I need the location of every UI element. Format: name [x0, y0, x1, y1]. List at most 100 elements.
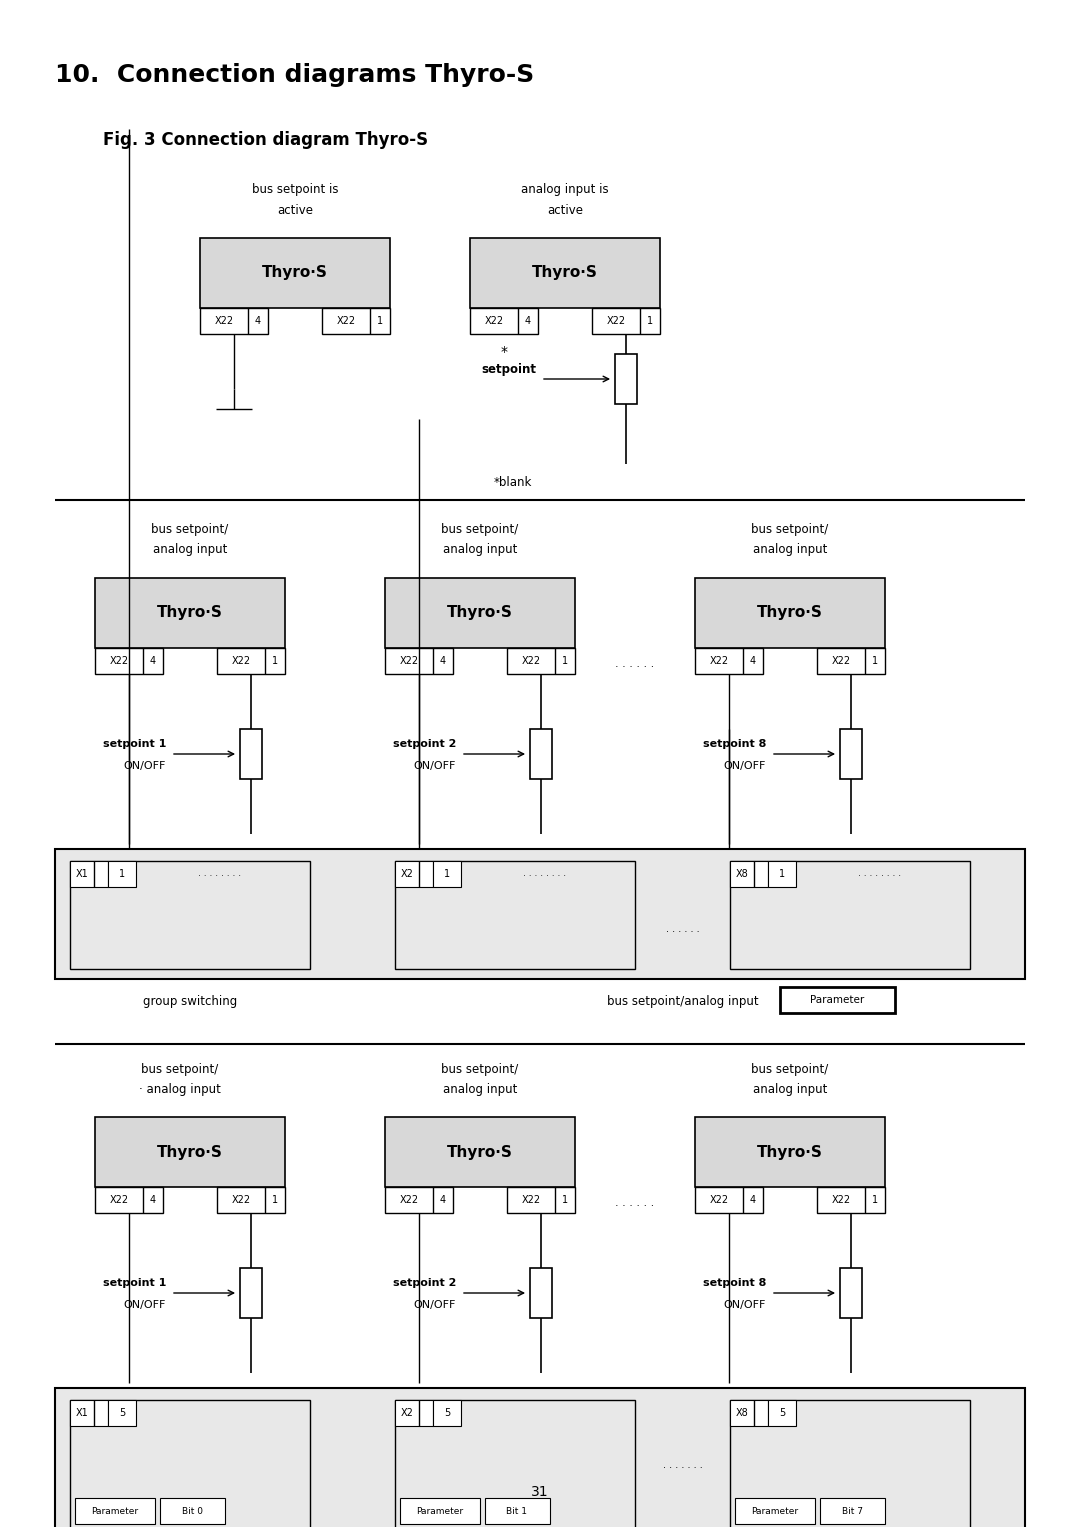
Text: 31: 31 — [531, 1484, 549, 1500]
Bar — [820, 1498, 885, 1524]
Text: Thyro·S: Thyro·S — [532, 266, 598, 281]
Text: X22: X22 — [522, 657, 541, 666]
Text: bus setpoint is: bus setpoint is — [252, 183, 338, 197]
Text: X22: X22 — [832, 657, 851, 666]
Text: 1: 1 — [272, 1196, 278, 1205]
Text: setpoint 8: setpoint 8 — [703, 1278, 766, 1287]
Text: bus setpoint/: bus setpoint/ — [141, 1063, 218, 1075]
Bar — [780, 986, 895, 1012]
Bar — [240, 1267, 262, 1318]
Text: 1: 1 — [562, 1196, 568, 1205]
Bar — [730, 861, 970, 970]
Text: X22: X22 — [337, 316, 355, 325]
Text: 4: 4 — [525, 316, 531, 325]
Bar — [95, 1186, 163, 1212]
Text: X22: X22 — [710, 657, 729, 666]
Bar — [75, 1498, 156, 1524]
Text: setpoint 8: setpoint 8 — [703, 739, 766, 750]
Text: bus setpoint/: bus setpoint/ — [752, 524, 828, 536]
Bar — [696, 1186, 762, 1212]
Text: setpoint: setpoint — [481, 362, 536, 376]
Text: . . . . . . . .: . . . . . . . . — [524, 869, 567, 878]
Text: Fig. 3 Connection diagram Thyro-S: Fig. 3 Connection diagram Thyro-S — [80, 131, 428, 150]
Text: X22: X22 — [710, 1196, 729, 1205]
Text: Bit 1: Bit 1 — [507, 1507, 527, 1515]
Bar — [384, 579, 575, 647]
Text: 4: 4 — [750, 657, 756, 666]
Bar — [485, 1498, 550, 1524]
Bar — [696, 1116, 885, 1186]
Text: *blank: *blank — [494, 475, 532, 489]
Text: · analog input: · analog input — [139, 1083, 221, 1095]
Text: 1: 1 — [562, 657, 568, 666]
Bar — [530, 1267, 552, 1318]
Text: X22: X22 — [607, 316, 625, 325]
Text: 4: 4 — [440, 1196, 446, 1205]
Bar — [217, 1186, 285, 1212]
Text: 1: 1 — [444, 869, 450, 880]
Text: setpoint 2: setpoint 2 — [393, 739, 456, 750]
Text: X22: X22 — [400, 1196, 419, 1205]
Bar — [55, 849, 1025, 979]
Text: X22: X22 — [832, 1196, 851, 1205]
Text: . . . . . .: . . . . . . — [616, 1199, 654, 1208]
Text: 1: 1 — [272, 657, 278, 666]
Bar — [735, 1498, 815, 1524]
Bar — [433, 1400, 461, 1426]
Bar — [395, 1400, 635, 1527]
Text: Thyro·S: Thyro·S — [262, 266, 328, 281]
Text: Bit 7: Bit 7 — [841, 1507, 863, 1515]
Text: X22: X22 — [109, 1196, 129, 1205]
Bar — [200, 238, 390, 308]
Text: 4: 4 — [750, 1196, 756, 1205]
Text: X2: X2 — [401, 1408, 414, 1419]
Text: Thyro·S: Thyro·S — [757, 606, 823, 620]
Bar — [384, 647, 453, 673]
Text: 5: 5 — [779, 1408, 785, 1419]
Text: X1: X1 — [76, 869, 89, 880]
Bar — [470, 238, 660, 308]
Text: 1: 1 — [377, 316, 383, 325]
Text: Parameter: Parameter — [92, 1507, 138, 1515]
Bar — [395, 861, 433, 887]
Text: analog input: analog input — [443, 1083, 517, 1095]
Text: X22: X22 — [522, 1196, 541, 1205]
Bar — [730, 861, 768, 887]
Bar — [200, 308, 268, 334]
Text: . . . . . . . .: . . . . . . . . — [199, 869, 242, 878]
Bar — [400, 1498, 480, 1524]
Bar — [433, 861, 461, 887]
Text: bus setpoint/: bus setpoint/ — [442, 524, 518, 536]
Text: X2: X2 — [401, 869, 414, 880]
Bar — [395, 861, 635, 970]
Bar — [507, 647, 575, 673]
Bar — [470, 308, 538, 334]
Text: X22: X22 — [109, 657, 129, 666]
Text: Parameter: Parameter — [417, 1507, 463, 1515]
Bar — [322, 308, 390, 334]
Bar — [95, 579, 285, 647]
Text: ON/OFF: ON/OFF — [414, 760, 456, 771]
Bar — [768, 1400, 796, 1426]
Text: 1: 1 — [647, 316, 653, 325]
Text: bus setpoint/: bus setpoint/ — [752, 1063, 828, 1075]
Text: active: active — [276, 203, 313, 217]
Bar — [530, 728, 552, 779]
Text: 4: 4 — [150, 657, 157, 666]
Text: setpoint 1: setpoint 1 — [103, 1278, 166, 1287]
Bar — [768, 861, 796, 887]
Text: Thyro·S: Thyro·S — [157, 606, 222, 620]
Text: setpoint 1: setpoint 1 — [103, 739, 166, 750]
Text: X22: X22 — [215, 316, 233, 325]
Text: 1: 1 — [779, 869, 785, 880]
Text: analog input: analog input — [443, 544, 517, 556]
Text: Parameter: Parameter — [810, 996, 865, 1005]
Bar — [696, 647, 762, 673]
Text: X1: X1 — [76, 1408, 89, 1419]
Text: . . . . . .: . . . . . . — [616, 660, 654, 669]
Text: 10.  Connection diagrams Thyro-S: 10. Connection diagrams Thyro-S — [55, 63, 535, 87]
Bar — [384, 1116, 575, 1186]
Text: Thyro·S: Thyro·S — [447, 1145, 513, 1159]
Text: ON/OFF: ON/OFF — [414, 1299, 456, 1310]
Text: X22: X22 — [231, 657, 251, 666]
